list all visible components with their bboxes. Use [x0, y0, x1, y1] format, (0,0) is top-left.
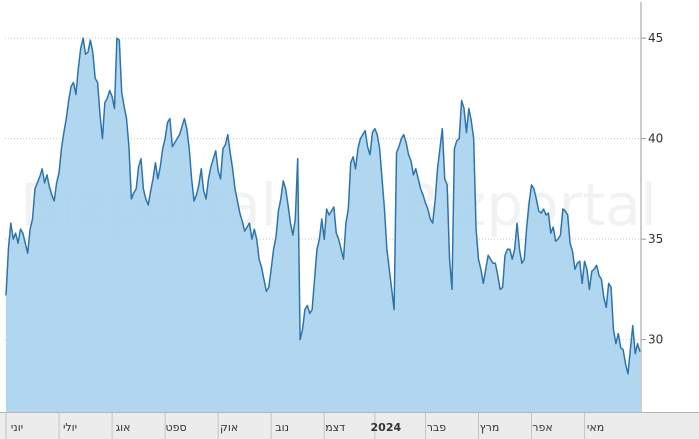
x-tick-label: אוק — [220, 421, 238, 434]
x-tick-label: אפר — [532, 421, 552, 434]
x-tick-label: פבר — [427, 421, 447, 434]
x-tick-label: יוני — [11, 421, 23, 434]
y-tick-label: 45 — [648, 31, 663, 45]
x-axis: יוני יולי אוג ספט אוק נוב דצמ 2024 פבר מרץ אפר מאי — [5, 413, 604, 439]
x-axis-band — [0, 413, 699, 439]
area-fill — [6, 38, 640, 412]
x-tick-label: מאי — [587, 421, 604, 434]
y-tick-label: 35 — [648, 232, 663, 246]
x-tick-label: נוב — [275, 421, 289, 434]
y-axis: 30 35 40 45 — [641, 31, 663, 347]
x-tick-label: דצמ — [325, 421, 345, 434]
x-tick-label: אוג — [116, 421, 131, 434]
x-tick-label: יולי — [63, 421, 77, 434]
y-tick-label: 40 — [648, 132, 663, 146]
x-tick-label: ספט — [166, 421, 187, 434]
x-tick-label: מרץ — [480, 421, 500, 434]
y-tick-label: 30 — [648, 333, 663, 347]
price-line — [5, 37, 641, 375]
x-tick-label: 2024 — [371, 421, 402, 434]
price-area — [5, 37, 641, 412]
